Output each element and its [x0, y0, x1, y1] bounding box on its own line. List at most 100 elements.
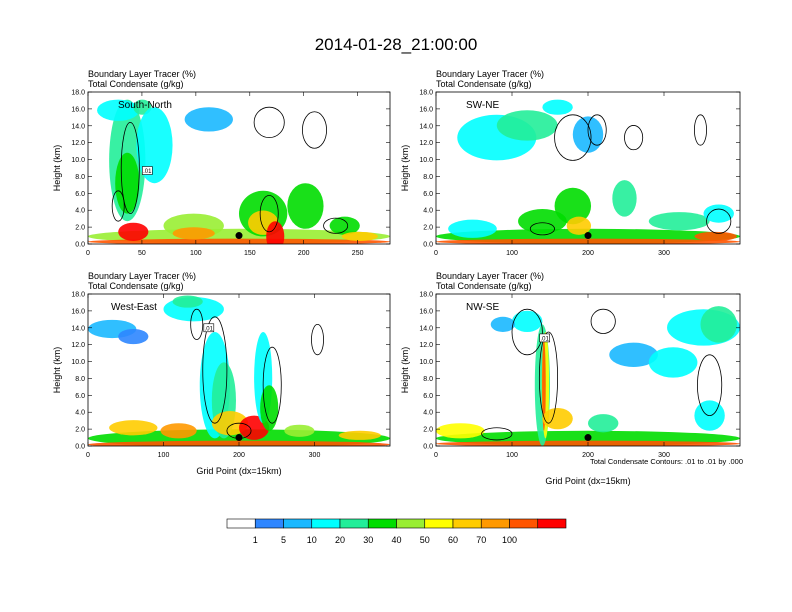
y-tick-label: 12.0	[419, 342, 433, 349]
panel-subtitle-condensate: Total Condensate (g/kg)	[88, 281, 184, 291]
y-tick-label: 8.0	[423, 376, 433, 383]
x-tick-label: 100	[506, 250, 518, 257]
heatmap-cell	[566, 216, 592, 235]
y-tick-label: 18.0	[71, 292, 85, 299]
y-tick-label: 0.0	[423, 242, 433, 249]
condensate-contour	[587, 114, 607, 146]
panel-subtitle-condensate: Total Condensate (g/kg)	[88, 79, 184, 89]
x-tick-label: 200	[582, 452, 594, 459]
heatmap-cell	[97, 99, 140, 121]
colorbar-label: 100	[502, 535, 517, 545]
colorbar-swatch	[480, 518, 510, 529]
heatmap-cell	[341, 231, 378, 241]
heatmap-cell	[329, 216, 360, 235]
y-tick-label: 18.0	[419, 292, 433, 299]
y-tick-label: 0.0	[75, 444, 85, 451]
heatmap-cell	[496, 110, 558, 141]
location-marker	[584, 434, 592, 442]
heatmap-cell	[338, 430, 381, 440]
colorbar-label: 70	[476, 535, 486, 545]
heatmap-cell	[612, 180, 637, 217]
y-tick-label: 2.0	[75, 427, 85, 434]
heatmap-cell	[542, 339, 546, 431]
heatmap-cell	[160, 423, 197, 439]
heatmap-cell	[172, 295, 203, 308]
y-tick-label: 4.0	[75, 208, 85, 215]
y-tick-label: 8.0	[75, 174, 85, 181]
colorbar-swatch	[311, 518, 341, 529]
colorbar-swatch	[339, 518, 369, 529]
colorbar-label: 30	[363, 535, 373, 545]
x-tick-label: 200	[233, 452, 245, 459]
colorbar-swatch	[254, 518, 284, 529]
condensate-contour	[111, 190, 125, 222]
heatmap-field	[88, 99, 390, 244]
y-tick-label: 2.0	[423, 225, 433, 232]
y-tick-label: 6.0	[423, 191, 433, 198]
heatmap-cell	[172, 227, 215, 240]
condensate-contour	[538, 331, 558, 424]
colorbar-swatch	[424, 518, 454, 529]
cross-section-label: NW-SE	[466, 302, 499, 313]
heatmap-cell	[448, 219, 497, 238]
location-marker	[584, 232, 592, 240]
heatmap-cell	[648, 212, 710, 231]
contour-label: .01	[541, 336, 550, 342]
condensate-contour	[529, 222, 555, 236]
condensate-contour	[481, 427, 513, 441]
condensate-contour	[697, 354, 723, 417]
colorbar-label: 1	[253, 535, 258, 545]
condensate-contour	[323, 217, 349, 234]
heatmap-cell	[542, 99, 573, 115]
x-axis-label: Grid Point (dx=15km)	[545, 476, 630, 486]
x-tick-label: 0	[86, 250, 90, 257]
y-tick-label: 16.0	[71, 106, 85, 113]
heatmap-cell	[284, 424, 315, 437]
x-tick-label: 50	[138, 250, 146, 257]
y-tick-label: 16.0	[71, 308, 85, 315]
cross-section-label: South-North	[118, 100, 172, 111]
y-tick-label: 12.0	[71, 140, 85, 147]
condensate-contour	[624, 125, 644, 151]
y-tick-label: 18.0	[71, 90, 85, 97]
panel-subtitle-tracer: Boundary Layer Tracer (%)	[88, 69, 196, 79]
condensate-contour	[706, 208, 732, 234]
y-tick-label: 4.0	[423, 208, 433, 215]
panels: 0.0 2.0 4.0 6.0 8.0 10.0 12.0 14.0 16.0 18.0 0 50 10…	[52, 69, 741, 486]
contour-label: .01	[143, 169, 152, 175]
colorbar-label: 20	[335, 535, 345, 545]
x-tick-label: 0	[434, 250, 438, 257]
condensate-contour	[253, 106, 285, 139]
x-tick-label: 250	[352, 250, 364, 257]
heatmap-cell	[588, 414, 619, 433]
plot-frame	[87, 91, 391, 245]
colorbar-swatch	[537, 518, 567, 529]
y-tick-label: 6.0	[75, 191, 85, 198]
heatmap-cell	[700, 306, 737, 343]
y-tick-label: 4.0	[423, 410, 433, 417]
y-tick-label: 10.0	[419, 157, 433, 164]
panel-subtitle-tracer: Boundary Layer Tracer (%)	[436, 69, 544, 79]
y-tick-label: 14.0	[71, 325, 85, 332]
condensate-contour	[511, 308, 543, 356]
y-tick-label: 12.0	[71, 342, 85, 349]
heatmap-cell	[648, 347, 698, 378]
x-tick-label: 200	[298, 250, 310, 257]
y-tick-label: 10.0	[71, 157, 85, 164]
x-tick-label: 300	[309, 452, 321, 459]
x-axis-label: Grid Point (dx=15km)	[196, 466, 281, 476]
y-axis-label: Height (km)	[52, 347, 62, 394]
colorbar-label: 50	[420, 535, 430, 545]
heatmap-cell	[109, 420, 158, 436]
panel-2: 0.0 2.0 4.0 6.0 8.0 10.0 12.0 14.0 16.0 18.0 0 100 2…	[400, 69, 741, 257]
contour-footnote: Total Condensate Contours: .01 to .01 by…	[590, 457, 743, 466]
x-tick-label: 100	[158, 452, 170, 459]
condensate-contour	[202, 316, 228, 424]
x-tick-label: 100	[190, 250, 202, 257]
y-tick-label: 14.0	[419, 325, 433, 332]
y-tick-label: 6.0	[75, 393, 85, 400]
contour-label-box	[142, 166, 153, 175]
heatmap-cell	[542, 408, 573, 430]
heatmap-cell	[554, 187, 592, 225]
x-tick-label: 100	[506, 452, 518, 459]
